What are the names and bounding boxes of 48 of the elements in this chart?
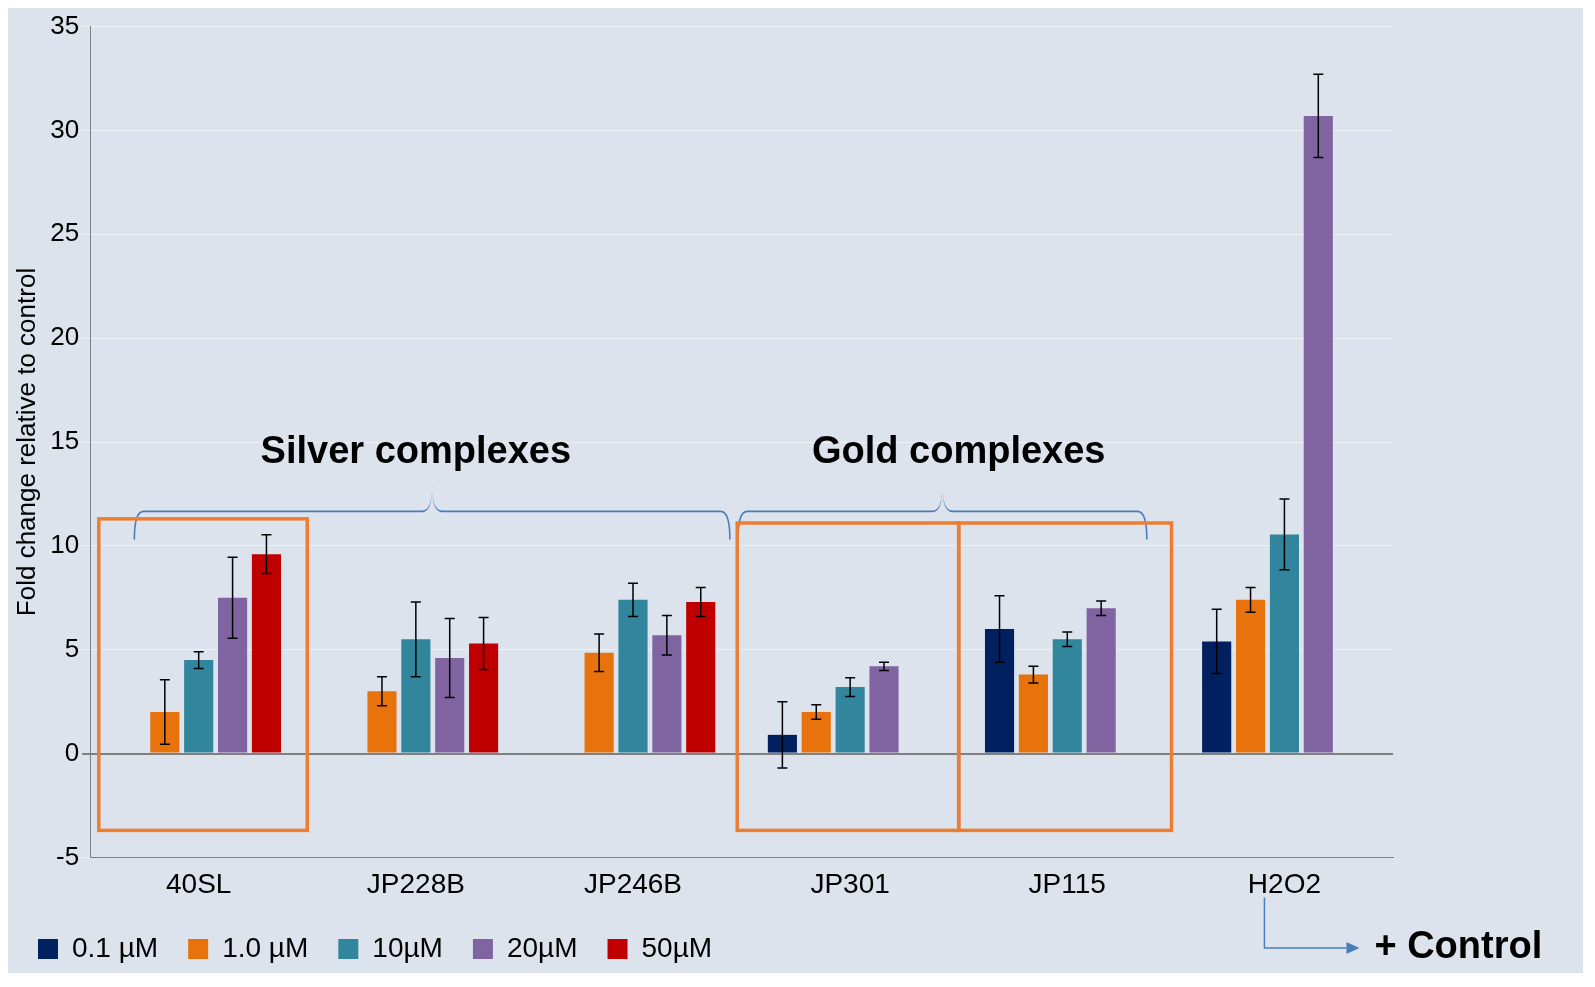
bar <box>469 643 499 753</box>
annotation: Silver complexes <box>260 428 572 471</box>
bar <box>686 601 716 753</box>
text: + Control <box>1374 924 1543 967</box>
bar <box>984 628 1015 753</box>
bar <box>767 734 797 753</box>
bar <box>1202 641 1232 753</box>
bar <box>184 660 214 753</box>
bar <box>618 599 648 753</box>
bar <box>584 652 614 753</box>
x-tick-label: 40SL <box>165 867 232 899</box>
bar <box>435 658 465 753</box>
bar <box>1235 599 1266 753</box>
legend-label: 20µM <box>506 931 578 963</box>
legend-label: 50µM <box>641 931 713 963</box>
bar <box>251 554 282 753</box>
legend-label: 0.1 µM <box>72 931 159 963</box>
bar <box>1086 608 1116 753</box>
y-tick-label: 20 <box>50 321 80 352</box>
y-tick-label: 0 <box>64 736 80 767</box>
bar <box>1052 639 1082 753</box>
annotation: Gold complexes <box>811 428 1106 471</box>
bar <box>1269 534 1299 753</box>
bar <box>150 712 180 753</box>
y-tick-label: 15 <box>50 425 80 456</box>
bar <box>801 712 831 753</box>
y-tick-label: -5 <box>55 840 80 871</box>
bar <box>401 639 431 753</box>
x-tick-label: JP115 <box>1028 867 1106 899</box>
x-tick-label: JP246B <box>583 867 683 899</box>
bar <box>1018 674 1048 753</box>
x-tick-label: H2O2 <box>1247 867 1321 899</box>
bar <box>835 687 865 753</box>
x-tick-label: JP228B <box>366 867 465 899</box>
x-tick-label: JP301 <box>810 867 890 899</box>
bar <box>218 597 248 753</box>
y-tick-label: 10 <box>50 529 80 560</box>
y-tick-label: 5 <box>64 632 80 663</box>
bar <box>652 635 682 753</box>
bar <box>1303 115 1333 753</box>
y-tick-label: 35 <box>50 9 80 40</box>
bar <box>367 691 397 753</box>
y-axis-title: Fold change relative to control <box>10 267 41 617</box>
legend-label: 10µM <box>372 931 443 963</box>
bar <box>869 666 899 753</box>
y-tick-label: 25 <box>50 217 80 248</box>
legend-label: 1.0 µM <box>222 931 309 963</box>
y-tick-label: 30 <box>50 113 80 144</box>
